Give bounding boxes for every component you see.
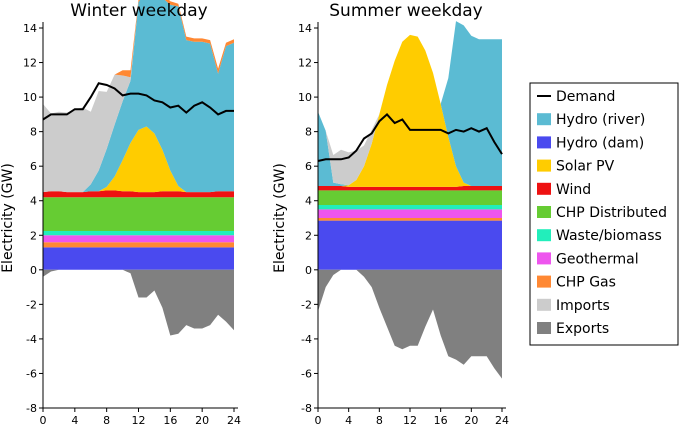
y-tick-label: -8 (301, 402, 312, 415)
legend-label-demand: Demand (556, 89, 615, 105)
legend-swatch-hydro-dam (537, 136, 551, 149)
x-tick-label: 20 (464, 414, 478, 426)
area-geothermal (318, 209, 502, 218)
legend-swatch-chp-gas (537, 275, 551, 288)
y-tick-label: 4 (30, 195, 37, 208)
area-chp-distributed (318, 190, 502, 205)
y-tick-label: -2 (26, 298, 37, 311)
area-exports (43, 269, 234, 336)
y-tick-label: 12 (298, 57, 312, 70)
legend: Demand Hydro (river) Hydro (dam) Solar PV Wi… (529, 82, 679, 346)
legend-swatch-wind (537, 182, 551, 195)
y-tick-label: 2 (30, 229, 37, 242)
legend-swatch-waste-biomass (537, 229, 551, 242)
y-tick-label: 8 (30, 126, 37, 139)
x-tick-label: 24 (227, 414, 241, 426)
y-tick-label: -4 (301, 333, 312, 346)
y-tick-label: 2 (305, 229, 312, 242)
x-tick-label: 4 (71, 414, 78, 426)
legend-label-solar-pv: Solar PV (556, 159, 615, 175)
x-tick-label: 12 (403, 414, 417, 426)
legend-swatch-solar-pv (537, 159, 551, 172)
y-tick-label: -8 (26, 402, 37, 415)
area-imports (43, 0, 234, 193)
area-chp-distributed (43, 197, 234, 231)
area-imports (318, 21, 502, 186)
y-tick-label: 0 (30, 264, 37, 277)
legend-swatch-chp-distributed (537, 206, 551, 218)
y-tick-label: -6 (301, 367, 312, 380)
y-axis-label: Electricity (GW) (272, 163, 288, 273)
area-hydro-dam (43, 247, 234, 270)
x-tick-label: 16 (434, 414, 448, 426)
area-geothermal (43, 235, 234, 243)
x-tick-label: 12 (132, 414, 146, 426)
x-tick-label: 16 (163, 414, 177, 426)
y-tick-label: 0 (305, 264, 312, 277)
y-tick-label: 6 (305, 160, 312, 173)
y-tick-label: 8 (305, 126, 312, 139)
area-solar-pv (318, 34, 502, 187)
y-axis-label: Electricity (GW) (0, 163, 16, 273)
legend-label-hydro-dam: Hydro (dam) (556, 135, 644, 151)
y-tick-label: 14 (298, 22, 312, 35)
legend-label-chp-gas: CHP Gas (556, 275, 616, 291)
demand-line (317, 112, 503, 162)
x-tick-label: 8 (376, 414, 383, 426)
x-tick-label: 24 (495, 414, 509, 426)
x-tick-label: 8 (103, 414, 110, 426)
area-hydro-river (318, 21, 502, 186)
legend-label-exports: Exports (556, 321, 609, 337)
area-chp-gas (318, 218, 502, 221)
y-tick-label: 6 (30, 160, 37, 173)
area-wind (43, 190, 234, 198)
legend-label-geothermal: Geothermal (556, 251, 639, 267)
x-tick-label: 4 (345, 414, 352, 426)
area-hydro-dam (318, 220, 502, 270)
area-hydro-river (43, 0, 234, 193)
y-tick-label: 10 (298, 91, 312, 104)
y-tick-label: 12 (23, 57, 37, 70)
legend-label-waste-biomass: Waste/biomass (556, 228, 662, 244)
y-tick-label: -4 (26, 333, 37, 346)
area-wind (318, 186, 502, 191)
legend-label-imports: Imports (556, 298, 610, 314)
x-tick-label: 20 (195, 414, 209, 426)
area-solar-pv (43, 126, 234, 193)
legend-box (529, 82, 679, 346)
x-tick-label: 0 (315, 414, 322, 426)
legend-swatch-exports (537, 322, 551, 334)
legend-swatch-geothermal (537, 252, 551, 265)
area-waste-biomass (318, 205, 502, 210)
area-exports (318, 269, 502, 379)
chart-title: Summer weekday (329, 1, 482, 21)
x-tick-label: 0 (40, 414, 47, 426)
legend-swatch-hydro-river (537, 113, 551, 126)
y-tick-label: 4 (305, 195, 312, 208)
legend-swatch-imports (537, 298, 551, 311)
area-chp-gas (43, 242, 234, 248)
y-tick-label: -2 (301, 298, 312, 311)
demand-line (42, 82, 234, 121)
legend-label-wind: Wind (556, 182, 591, 198)
legend-label-chp-distributed: CHP Distributed (556, 205, 667, 221)
area-waste-biomass (43, 231, 234, 236)
y-tick-label: -6 (26, 367, 37, 380)
chart-title: Winter weekday (70, 1, 207, 21)
y-tick-label: 10 (23, 91, 37, 104)
y-tick-label: 14 (23, 22, 37, 35)
legend-label-hydro-river: Hydro (river) (556, 112, 645, 128)
